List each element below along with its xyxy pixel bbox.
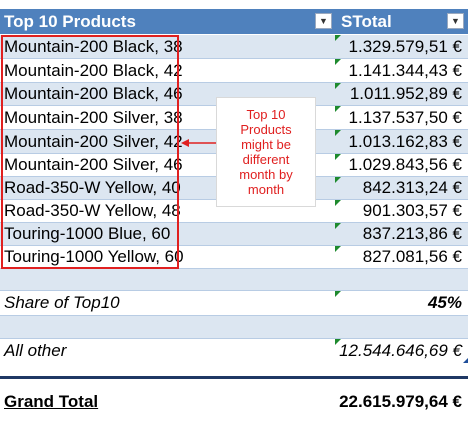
header-products-label: Top 10 Products [4,11,136,31]
all-other-value-cell[interactable]: 12.544.646,69 € [335,339,468,363]
error-indicator-icon [335,106,341,112]
all-other-row: All other 12.544.646,69 € [0,339,468,363]
product-cell[interactable]: Road-350-W Yellow, 48 [0,200,335,222]
total-cell[interactable]: 842.313,24 € [335,177,468,199]
total-cell[interactable]: 1.141.344,43 € [335,59,468,82]
error-indicator-icon [335,83,341,89]
table-row: Touring-1000 Blue, 60 837.213,86 € [0,223,468,246]
total-cell[interactable]: 1.137.537,50 € [335,106,468,129]
header-stotal-label: STotal [341,11,392,31]
product-cell[interactable]: Mountain-200 Black, 42 [0,59,335,82]
product-name: Road-350-W Yellow, 40 [4,178,181,197]
total-value: 827.081,56 € [362,247,462,266]
total-value: 1.329.579,51 € [348,36,462,56]
error-indicator-icon [335,177,341,183]
product-name: Mountain-200 Silver, 42 [4,131,183,151]
total-cell[interactable]: 1.013.162,83 € [335,130,468,153]
table-row: Mountain-200 Black, 42 1.141.344,43 € [0,59,468,83]
total-value: 1.013.162,83 € [348,131,462,151]
table-row: Mountain-200 Silver, 38 1.137.537,50 € [0,106,468,130]
cell-resize-handle-icon[interactable] [463,358,468,363]
share-value: 45% [427,293,462,312]
total-value: 837.213,86 € [362,224,462,243]
error-indicator-icon [335,35,341,41]
callout-line: Products [240,122,292,137]
total-value: 901.303,57 € [362,201,462,220]
callout-line: Top 10 [246,107,286,122]
empty-row [0,316,468,339]
table-header-row: Top 10 Products ▼ STotal ▼ [0,9,468,34]
empty-cell[interactable] [0,269,335,290]
product-name: Road-350-W Yellow, 48 [4,201,181,220]
products-filter-dropdown-icon[interactable]: ▼ [315,13,332,29]
total-value: 1.029.843,56 € [348,155,462,174]
callout-line: different [242,152,290,167]
all-other-label: All other [4,341,67,360]
product-cell[interactable]: Mountain-200 Black, 46 [0,83,335,105]
empty-cell[interactable] [335,316,468,338]
product-name: Mountain-200 Silver, 38 [4,107,183,127]
product-name: Touring-1000 Blue, 60 [4,224,171,243]
total-cell[interactable]: 901.303,57 € [335,200,468,222]
share-value-cell[interactable]: 45% [335,291,468,315]
product-cell[interactable]: Touring-1000 Blue, 60 [0,223,335,245]
header-cell-products[interactable]: Top 10 Products ▼ [0,9,335,34]
product-cell[interactable]: Touring-1000 Yellow, 60 [0,246,335,268]
product-name: Touring-1000 Yellow, 60 [4,247,184,266]
product-name: Mountain-200 Black, 42 [4,60,183,80]
header-cell-stotal[interactable]: STotal ▼ [335,9,468,34]
table-row: Mountain-200 Black, 38 1.329.579,51 € [0,35,468,59]
grand-total-row: Grand Total 22.615.979,64 € [0,389,468,415]
table-row: Touring-1000 Yellow, 60 827.081,56 € [0,246,468,269]
callout-line: month by [239,167,293,182]
error-indicator-icon [335,291,341,297]
grand-total-value: 22.615.979,64 € [339,392,462,411]
product-name: Mountain-200 Black, 38 [4,36,183,56]
share-row: Share of Top10 45% [0,291,468,316]
empty-cell[interactable] [0,316,335,338]
total-cell[interactable]: 837.213,86 € [335,223,468,245]
grand-total-value-cell[interactable]: 22.615.979,64 € [335,389,468,415]
table-row: Mountain-200 Black, 46 1.011.952,89 € [0,83,468,106]
callout-note: Top 10 Products might be different month… [216,97,316,207]
share-label-cell[interactable]: Share of Top10 [0,291,335,315]
product-cell[interactable]: Road-350-W Yellow, 40 [0,177,335,199]
all-other-label-cell[interactable]: All other [0,339,335,363]
error-indicator-icon [335,154,341,160]
total-value: 1.141.344,43 € [348,60,462,80]
stotal-filter-dropdown-icon[interactable]: ▼ [447,13,464,29]
total-cell[interactable]: 827.081,56 € [335,246,468,268]
empty-row [0,269,468,291]
grand-total-divider [0,376,468,379]
product-name: Mountain-200 Black, 46 [4,84,183,103]
total-cell[interactable]: 1.011.952,89 € [335,83,468,105]
callout-line: might be [241,137,291,152]
error-indicator-icon [335,130,341,136]
product-cell[interactable]: Mountain-200 Silver, 46 [0,154,335,176]
total-cell[interactable]: 1.029.843,56 € [335,154,468,176]
share-label: Share of Top10 [4,293,120,312]
grand-total-label-cell[interactable]: Grand Total [0,389,335,415]
product-name: Mountain-200 Silver, 46 [4,155,183,174]
total-cell[interactable]: 1.329.579,51 € [335,35,468,58]
total-value: 842.313,24 € [362,178,462,197]
callout-line: month [247,182,285,197]
error-indicator-icon [335,339,341,345]
error-indicator-icon [335,59,341,65]
all-other-value: 12.544.646,69 € [339,341,462,360]
table-row: Road-350-W Yellow, 48 901.303,57 € [0,200,468,223]
grand-total-label: Grand Total [4,392,99,411]
product-cell[interactable]: Mountain-200 Black, 38 [0,35,335,58]
product-cell[interactable]: Mountain-200 Silver, 42 [0,130,335,153]
error-indicator-icon [335,246,341,252]
empty-cell[interactable] [335,269,468,290]
error-indicator-icon [335,223,341,229]
error-indicator-icon [335,200,341,206]
product-cell[interactable]: Mountain-200 Silver, 38 [0,106,335,129]
total-value: 1.011.952,89 € [349,84,462,103]
total-value: 1.137.537,50 € [348,107,462,127]
